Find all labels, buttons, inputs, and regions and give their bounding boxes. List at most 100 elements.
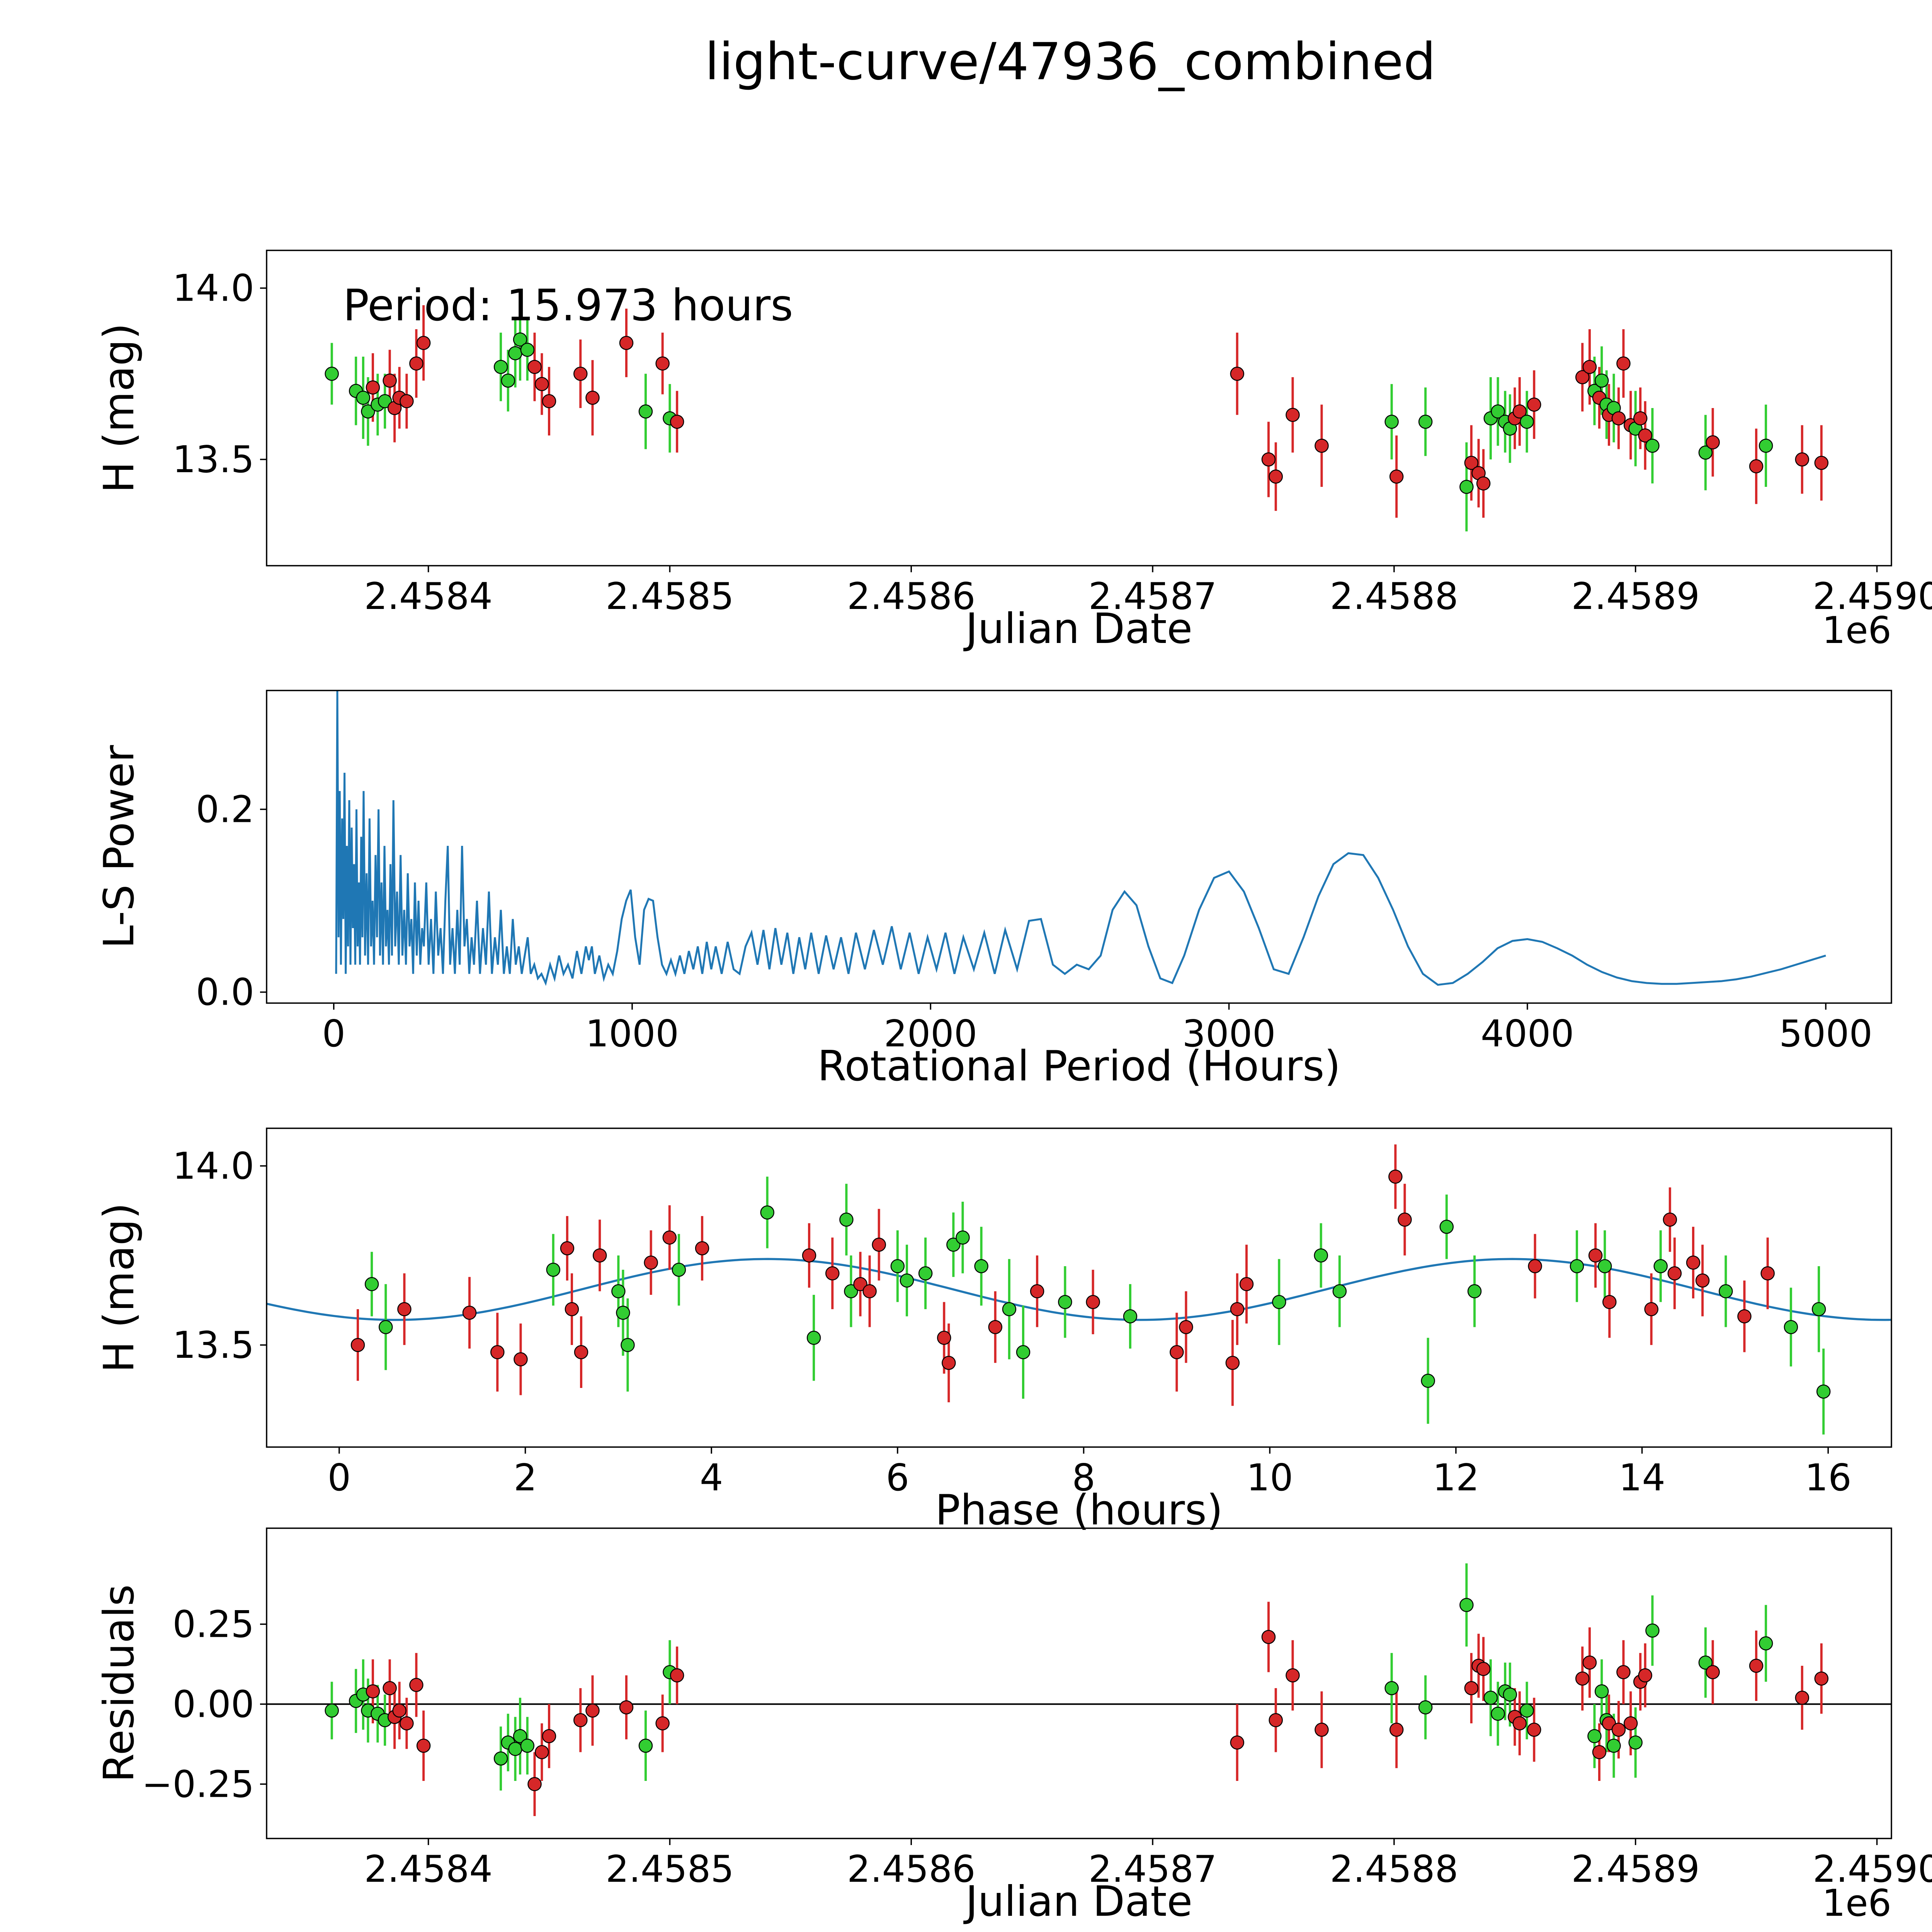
x-tick-label: 2.4587 [1088,1848,1217,1891]
data-point-red [400,394,414,408]
data-point-red [1527,397,1541,412]
data-point-red [1464,1681,1479,1696]
data-point-green [1607,1738,1621,1753]
data-point-green [1653,1259,1668,1274]
data-point-green [379,1320,393,1334]
data-point-red [585,391,600,405]
data-point-red [1749,1658,1764,1673]
data-point-red [1644,1302,1658,1316]
axes-frame [266,690,1892,1004]
data-point-green [1123,1309,1138,1323]
data-point-green [1016,1345,1031,1359]
data-point-green [1483,1690,1498,1705]
data-point-red [1286,408,1300,422]
data-point-green [1459,480,1474,494]
x-tick-label: 0 [328,1457,351,1499]
y-axis-label: H (mag) [95,1203,143,1373]
data-point-green [1384,415,1399,429]
y-axis-label: L-S Power [95,745,143,949]
data-point-green [839,1213,854,1227]
data-point-red [1269,469,1283,484]
data-point-red [1611,1723,1626,1737]
data-point-red [1616,1665,1631,1679]
x-tick-label: 2.4585 [605,575,734,618]
data-point-red [1261,452,1276,467]
data-point-green [1459,1598,1474,1612]
data-point-green [1570,1259,1584,1274]
data-point-green [616,1306,630,1320]
x-tick-label: 2.4589 [1571,575,1699,618]
axis-offset-label: 1e6 [1822,1882,1891,1925]
data-point-red [1230,1735,1245,1750]
data-point-red [1588,1248,1603,1263]
data-point-green [1491,1706,1505,1721]
data-point-red [1030,1284,1044,1299]
figure-title: light-curve/47936_combined [705,32,1435,92]
data-point-green [378,394,392,408]
data-point-red [1528,1259,1542,1274]
data-point-red [1592,1745,1607,1759]
subplots-group: 2.4584 2.4585 2.4586 2.4587 2.4588 2.4589 2.45… [95,250,1932,1926]
data-point-green [1491,404,1505,419]
data-point-green [638,404,653,419]
data-point-green [1272,1295,1286,1309]
data-point-red [383,1681,397,1696]
data-point-green [1594,373,1609,388]
data-point-red [1239,1277,1254,1291]
axes-phased-lightcurve: 0 2 4 6 8 10 12 14 16 13.5 14.0 Phase (hours) H (mag… [95,1128,1892,1534]
plot-content [267,1563,1891,1816]
data-point-red [1389,1723,1404,1737]
data-point-red [542,394,556,408]
y-tick-label: 0.00 [172,1683,254,1726]
data-point-red [942,1355,956,1370]
x-tick-label: 12 [1432,1457,1479,1499]
data-point-red [585,1703,600,1718]
data-point-green [1520,415,1534,429]
y-axis-label: Residuals [95,1584,143,1782]
data-point-red [662,1230,677,1245]
axes-frame [266,250,1892,566]
data-point-green [1314,1248,1328,1263]
data-point-green [513,1729,527,1743]
data-point-red [695,1241,709,1255]
data-point-red [862,1284,877,1299]
data-point-red [619,336,634,350]
data-point-red [1737,1309,1752,1323]
data-point-red [416,336,431,350]
data-point-green [760,1205,774,1220]
data-point-green [1698,446,1713,460]
x-tick-label: 2 [514,1457,537,1499]
axes-frame [266,1527,1892,1839]
data-point-green [1628,1735,1643,1750]
data-point-red [1230,1302,1245,1316]
data-point-red [1582,360,1597,374]
data-point-red [542,1729,556,1743]
data-point-green [672,1262,686,1277]
x-tick-label: 16 [1805,1457,1852,1499]
axes-residuals: 2.4584 2.4585 2.4586 2.4587 2.4588 2.4589 2.45… [95,1527,1932,1926]
x-tick-label: 2.4589 [1571,1848,1699,1891]
x-tick-label: 14 [1619,1457,1665,1499]
x-tick-label: 2.4588 [1330,575,1458,618]
periodogram-curve [335,690,1826,986]
data-point-green [1439,1219,1454,1234]
axes-lightcurve-jd: 2.4584 2.4585 2.4586 2.4587 2.4588 2.4589 2.45… [95,250,1932,653]
data-point-green [1002,1302,1017,1316]
data-point-red [655,356,670,371]
data-point-green [364,1277,379,1291]
x-tick-label: 2.4585 [605,1848,734,1891]
data-point-red [619,1700,634,1714]
x-tick-label: 2.4584 [364,575,492,618]
data-point-green [1418,415,1433,429]
data-point-red [527,1777,542,1791]
x-tick-label: 2.4590 [1813,1848,1932,1891]
data-point-green [621,1338,635,1352]
data-point-green [1467,1284,1482,1299]
data-point-red [937,1331,951,1345]
data-point-red [1582,1655,1597,1670]
data-point-red [1749,459,1764,474]
data-point-green [508,346,522,361]
y-tick-label: 0.25 [172,1603,254,1646]
y-tick-label: 0.0 [196,971,254,1014]
x-axis-label: Phase (hours) [935,1486,1223,1534]
